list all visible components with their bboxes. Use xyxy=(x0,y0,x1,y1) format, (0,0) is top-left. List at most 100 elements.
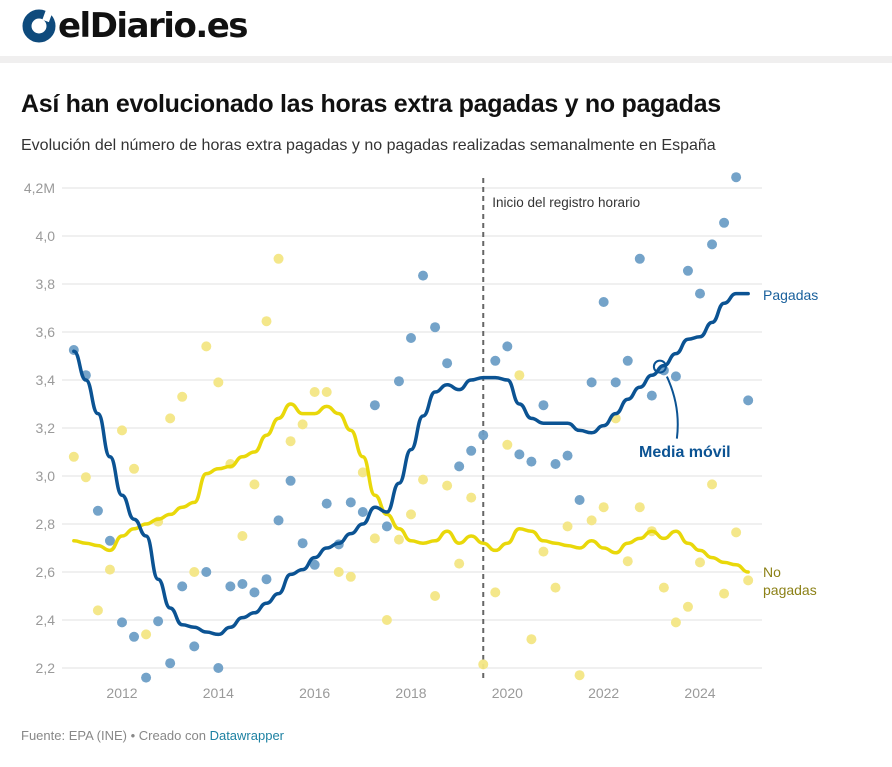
pagadas-dot xyxy=(117,617,127,628)
no-pagadas-dot xyxy=(213,377,224,388)
no-pagadas-dot xyxy=(550,582,561,593)
x-tick-label: 2022 xyxy=(588,685,619,701)
no-pagadas-dot xyxy=(634,502,645,513)
no-pagadas-dot xyxy=(466,492,477,503)
y-tick-label: 2,8 xyxy=(36,516,56,532)
datawrapper-link[interactable]: Datawrapper xyxy=(209,728,285,743)
pagadas-dot xyxy=(502,341,513,352)
header: elDiario.es xyxy=(0,0,892,56)
site-logo[interactable]: elDiario.es xyxy=(22,4,249,48)
no-pagadas-dot xyxy=(237,531,248,541)
y-tick-label: 2,2 xyxy=(36,660,56,676)
no-pagadas-dot xyxy=(731,527,742,538)
no-pagadas-dot xyxy=(249,479,260,490)
pagadas-dot xyxy=(430,322,441,333)
pagadas-dot xyxy=(213,663,224,673)
no-pagadas-dot xyxy=(117,425,127,436)
pagadas-dot xyxy=(92,505,103,516)
no-pagadas-dot xyxy=(285,436,296,447)
pagadas-dot xyxy=(418,270,429,281)
pagadas-dot xyxy=(309,559,320,570)
chart-subtitle: Evolución del número de horas extra paga… xyxy=(21,137,716,154)
no-pagadas-dot xyxy=(526,634,537,645)
no-pagadas-dot xyxy=(369,533,380,544)
pagadas-dot xyxy=(153,616,164,627)
pagadas-dot xyxy=(466,445,477,456)
no-pagadas-dot xyxy=(514,370,525,381)
y-tick-label: 3,6 xyxy=(36,324,56,340)
pagadas-moving-average-line xyxy=(72,291,750,637)
no-pagadas-dot xyxy=(454,558,465,569)
x-tick-label: 2016 xyxy=(299,685,330,701)
x-tick-label: 2014 xyxy=(203,685,234,701)
pagadas-dot xyxy=(719,217,730,228)
pagadas-dot xyxy=(695,288,705,299)
y-tick-label: 2,4 xyxy=(36,612,56,628)
pagadas-dot xyxy=(237,579,248,589)
pagadas-dot xyxy=(357,507,368,517)
no-pagadas-dot xyxy=(393,534,404,545)
no-pagadas-dot xyxy=(598,502,609,513)
no-pagadas-dot xyxy=(622,556,633,567)
media-movil-marker xyxy=(652,359,667,374)
logo-ring-icon xyxy=(22,9,56,43)
pagadas-dot xyxy=(634,253,645,264)
no-pagadas-dot xyxy=(670,617,681,628)
pagadas-dot xyxy=(526,456,537,467)
pagadas-dot xyxy=(189,641,200,652)
chart-area: 2,2 2,4 2,6 2,8 3,0 3,2 3,4 3,6 3,8 4,0 4,2M 2012 20… xyxy=(24,172,818,701)
no-pagadas-dot xyxy=(273,253,284,264)
pagadas-dot xyxy=(682,265,693,276)
no-pagadas-dot xyxy=(104,564,115,575)
no-pagadas-dot xyxy=(309,387,320,397)
no-pagadas-dot xyxy=(381,615,392,625)
x-tick-label: 2012 xyxy=(106,685,137,701)
no-pagadas-dot xyxy=(68,451,79,462)
pagadas-dot xyxy=(297,538,308,549)
pagadas-dot xyxy=(598,297,609,307)
y-tick-label: 3,2 xyxy=(36,420,56,436)
no-pagadas-dot xyxy=(682,601,693,612)
pagadas-dot xyxy=(610,377,621,388)
chart-title: Así han evolucionado las horas extra pag… xyxy=(21,90,721,118)
pagadas-dot xyxy=(104,535,115,546)
no-pagadas-dot xyxy=(538,546,549,557)
pagadas-dot xyxy=(454,461,465,472)
source-text: Fuente: EPA (INE) • Creado con xyxy=(21,728,206,743)
x-tick-label: 2024 xyxy=(684,685,715,701)
registro-horario-label: Inicio del registro horario xyxy=(492,195,640,210)
no-pagadas-dot xyxy=(165,413,176,424)
no-pagadas-dot xyxy=(562,521,573,532)
no-pagadas-dot xyxy=(719,588,730,599)
no-pagadas-dot xyxy=(695,557,705,568)
no-pagadas-dot xyxy=(189,567,200,577)
x-tick-label: 2018 xyxy=(395,685,426,701)
pagadas-dot xyxy=(586,377,597,388)
pagadas-dot xyxy=(707,239,718,250)
no-pagadas-dot xyxy=(743,575,754,586)
no-pagadas-moving-average-line xyxy=(72,402,750,574)
pagadas-dot xyxy=(345,497,356,508)
no-pagadas-dot xyxy=(321,387,332,397)
no-pagadas-dot xyxy=(92,605,103,616)
pagadas-dot xyxy=(165,658,176,669)
pagadas-dot xyxy=(574,495,585,505)
x-tick-label: 2020 xyxy=(492,685,523,701)
no-pagadas-dot xyxy=(177,391,188,402)
pagadas-series-label: Pagadas xyxy=(763,287,818,303)
pagadas-dot xyxy=(225,581,236,592)
no-pagadas-dot xyxy=(345,571,356,582)
media-movil-label: Media móvil xyxy=(639,444,731,461)
no-pagadas-dot xyxy=(658,582,669,593)
pagadas-dot xyxy=(550,459,561,469)
no-pagadas-dot xyxy=(129,463,140,474)
pagadas-dot xyxy=(369,400,380,411)
no-pagadas-dot xyxy=(490,587,501,598)
no-pagadas-dot xyxy=(707,479,718,490)
pagadas-dot xyxy=(622,355,633,366)
pagadas-dot xyxy=(381,521,392,532)
logo-text: elDiario.es xyxy=(58,6,249,46)
pagadas-dot xyxy=(478,430,489,441)
no-pagadas-dot xyxy=(430,591,441,601)
no-pagadas-dot xyxy=(141,629,152,640)
